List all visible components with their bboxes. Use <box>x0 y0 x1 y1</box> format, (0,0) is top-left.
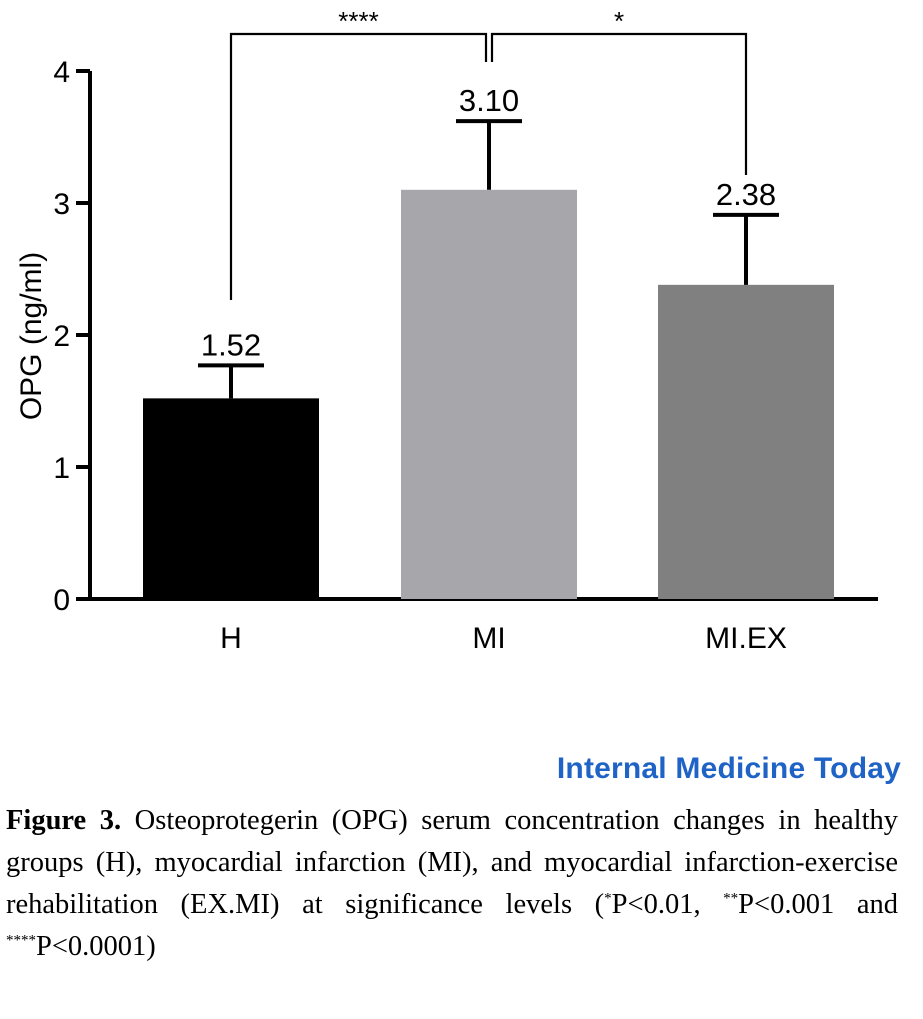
journal-brand: Internal Medicine Today <box>556 752 901 785</box>
value-label: 2.38 <box>716 177 776 212</box>
figure-caption: Figure 3. Osteoprotegerin (OPG) serum co… <box>6 800 898 968</box>
significance-bracket <box>229 32 488 300</box>
figure-label: Figure 3. <box>6 805 122 836</box>
caption-sup-1: * <box>604 890 612 907</box>
category-label: MI.EX <box>705 622 787 655</box>
significance-label: **** <box>338 6 378 36</box>
y-tick-label: 0 <box>53 584 70 617</box>
caption-text-1: Osteoprotegerin (OPG) serum concentratio… <box>6 805 898 920</box>
bar <box>401 189 577 600</box>
category-label: MI <box>472 622 505 655</box>
bar <box>143 398 319 599</box>
y-tick-label: 1 <box>53 452 70 485</box>
category-label: H <box>220 622 242 655</box>
y-tick-label: 3 <box>53 188 70 221</box>
value-label: 1.52 <box>201 327 261 362</box>
caption-sup-3: **** <box>6 932 36 949</box>
y-ticks: 0 1 2 3 4 <box>53 56 90 617</box>
significance-brackets: **** * <box>229 6 748 300</box>
significance-label: * <box>614 6 624 36</box>
caption-text-4: P<0.0001) <box>36 931 156 962</box>
error-bars <box>198 119 779 399</box>
bars <box>143 189 834 600</box>
significance-bracket <box>490 32 748 175</box>
category-labels: H MI MI.EX <box>220 622 787 655</box>
y-tick-label: 4 <box>53 56 70 89</box>
y-axis-label: OPG (ng/ml) <box>15 252 48 420</box>
y-tick-label: 2 <box>53 320 70 353</box>
caption-sup-2: ** <box>723 890 739 907</box>
bar <box>658 284 834 599</box>
caption-text-3: P<0.001 and <box>738 889 898 920</box>
value-label: 3.10 <box>459 83 519 118</box>
value-labels: 1.52 3.10 2.38 <box>201 83 776 362</box>
caption-text-2: P<0.01, <box>611 889 724 920</box>
